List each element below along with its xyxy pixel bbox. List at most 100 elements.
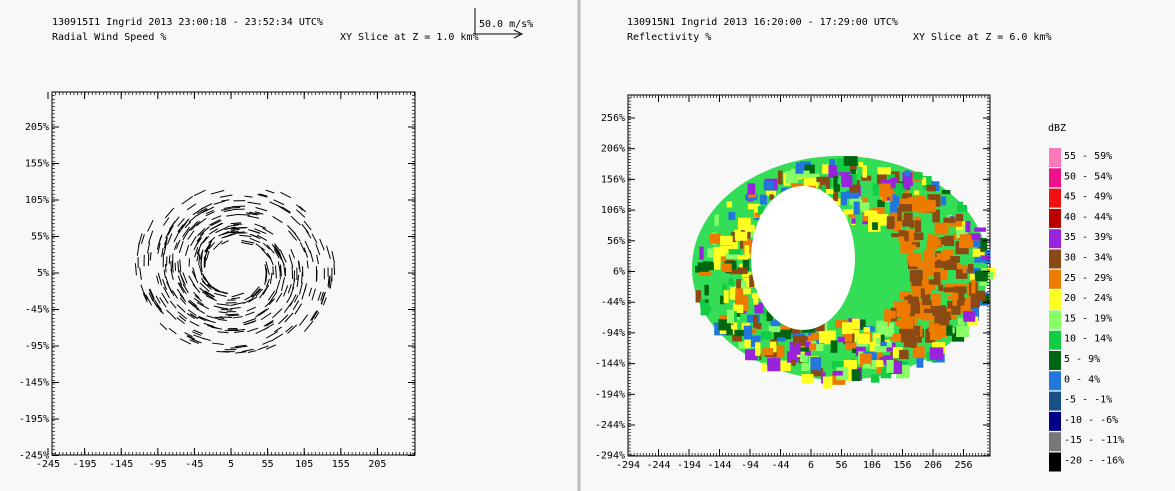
wind-vector bbox=[163, 243, 167, 255]
wind-vector bbox=[143, 292, 148, 301]
x-tick-label: -244 bbox=[646, 460, 670, 471]
x-tick-label: 256 bbox=[954, 460, 972, 471]
field-cell bbox=[801, 374, 814, 384]
wind-vector bbox=[314, 311, 320, 320]
field-cell bbox=[722, 283, 727, 295]
field-cell bbox=[892, 193, 900, 207]
wind-vector bbox=[265, 321, 274, 327]
field-cell bbox=[766, 311, 774, 322]
field-cell bbox=[857, 333, 870, 344]
y-tick-label: 6% bbox=[613, 267, 625, 278]
field-cell bbox=[794, 342, 801, 355]
wind-vector bbox=[205, 243, 212, 253]
legend-swatch bbox=[1049, 208, 1061, 228]
wind-vector bbox=[301, 271, 303, 284]
field-cell bbox=[904, 170, 911, 177]
field-cell bbox=[891, 233, 903, 238]
wind-vector bbox=[241, 239, 255, 244]
wind-vector bbox=[272, 216, 283, 224]
wind-vector bbox=[219, 316, 233, 318]
field-cell bbox=[872, 222, 878, 230]
field-cell bbox=[743, 325, 753, 340]
wind-vector bbox=[259, 286, 268, 299]
wind-vector bbox=[229, 307, 241, 310]
field-cell bbox=[911, 312, 925, 319]
field-cell bbox=[761, 362, 767, 372]
field-cell bbox=[956, 224, 969, 239]
wind-vector bbox=[208, 228, 219, 235]
wind-vector bbox=[163, 236, 168, 245]
wind-vector bbox=[193, 329, 203, 335]
field-cell bbox=[926, 300, 936, 310]
wind-vector bbox=[178, 282, 187, 295]
wind-vector bbox=[188, 275, 197, 288]
field-cell bbox=[899, 291, 911, 301]
field-cell bbox=[891, 308, 901, 319]
field-cell bbox=[749, 275, 755, 288]
wind-vector bbox=[175, 239, 181, 249]
wind-vector bbox=[177, 275, 183, 286]
wind-vector bbox=[293, 270, 296, 282]
wind-vector bbox=[197, 228, 206, 237]
wind-vector bbox=[207, 284, 220, 292]
field-cell bbox=[972, 248, 981, 257]
legend-swatch bbox=[1049, 188, 1061, 208]
field-cell bbox=[971, 290, 986, 301]
field-cell bbox=[967, 233, 981, 241]
wind-vector bbox=[228, 230, 239, 234]
wind-vector bbox=[296, 209, 306, 218]
field-cell bbox=[957, 205, 968, 212]
wind-vector bbox=[200, 262, 203, 273]
field-cell bbox=[970, 273, 978, 281]
field-cell bbox=[966, 268, 981, 274]
wind-vector bbox=[202, 206, 215, 214]
x-tick-label: -94 bbox=[741, 460, 759, 471]
wind-vector bbox=[196, 232, 205, 242]
legend-swatch bbox=[1049, 249, 1061, 269]
wind-vector bbox=[331, 251, 335, 264]
y-tick-label: -145% bbox=[19, 378, 49, 389]
field-cell bbox=[860, 353, 872, 367]
field-cell bbox=[924, 308, 933, 314]
wind-vector bbox=[256, 234, 268, 242]
field-cell bbox=[949, 327, 957, 334]
wind-vector bbox=[203, 322, 215, 327]
field-cell bbox=[792, 335, 807, 347]
field-cell bbox=[801, 362, 809, 372]
wind-vector bbox=[213, 200, 226, 205]
wind-vector bbox=[184, 221, 192, 229]
field-cell bbox=[912, 346, 925, 359]
wind-vector bbox=[139, 267, 142, 280]
field-cell bbox=[809, 343, 817, 351]
wind-vector bbox=[284, 312, 294, 323]
wind-vector bbox=[210, 326, 222, 330]
field-cell bbox=[900, 332, 914, 343]
field-cell bbox=[929, 326, 943, 341]
wind-vector bbox=[257, 193, 268, 198]
legend-swatch bbox=[1049, 351, 1061, 370]
wind-vector bbox=[176, 288, 185, 300]
field-cell bbox=[904, 230, 916, 242]
field-cell bbox=[842, 322, 853, 334]
wind-vector bbox=[296, 274, 300, 288]
wind-vector bbox=[182, 284, 189, 294]
field-cell bbox=[938, 268, 948, 280]
wind-vector bbox=[194, 294, 203, 302]
field-cell bbox=[956, 325, 969, 337]
wind-vector bbox=[205, 250, 210, 261]
legend-label: 0 - 4% bbox=[1064, 374, 1100, 385]
field-cell bbox=[845, 342, 858, 351]
wind-vector bbox=[260, 247, 271, 259]
field-cell bbox=[928, 321, 940, 333]
field-cell bbox=[820, 176, 831, 191]
field-cell bbox=[734, 329, 748, 336]
field-cell bbox=[796, 170, 810, 178]
wind-vector bbox=[213, 305, 225, 309]
field-cell bbox=[957, 264, 963, 270]
wind-vector bbox=[149, 288, 155, 299]
wind-vector bbox=[273, 326, 283, 333]
field-cell bbox=[733, 303, 744, 314]
legend-swatch bbox=[1049, 452, 1061, 472]
field-cell bbox=[732, 334, 742, 342]
wind-vector bbox=[231, 231, 245, 234]
